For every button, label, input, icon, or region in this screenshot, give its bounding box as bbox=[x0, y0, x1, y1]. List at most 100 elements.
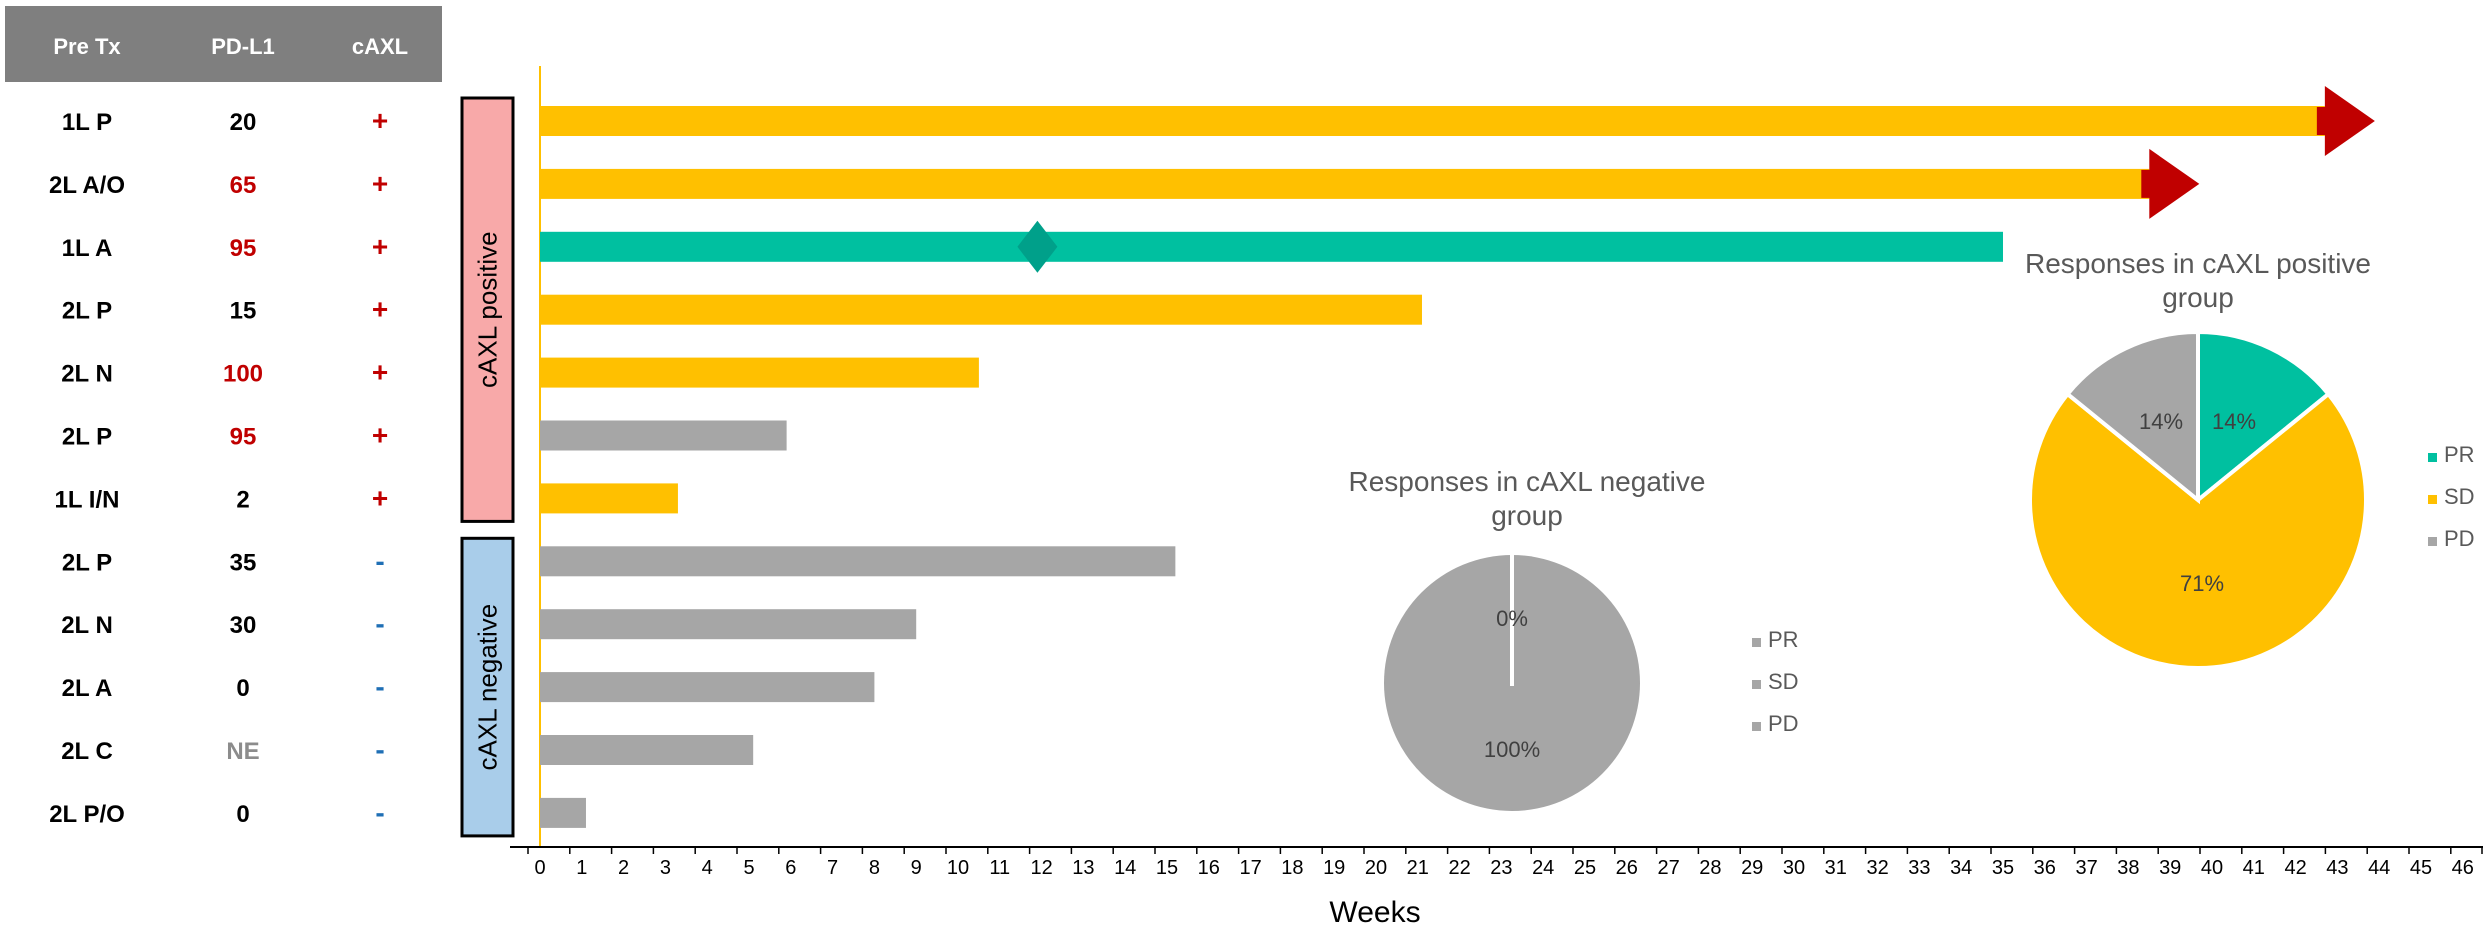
header-pre-tx: Pre Tx bbox=[53, 34, 121, 59]
bar-pr bbox=[540, 231, 2003, 262]
cell-caxl: + bbox=[372, 105, 388, 136]
x-tick-label: 29 bbox=[1741, 857, 1763, 879]
cell-pre-tx: 2L A bbox=[62, 675, 113, 702]
x-tick-label: 5 bbox=[743, 857, 754, 879]
cell-pre-tx: 2L N bbox=[61, 612, 113, 639]
bar-sd bbox=[540, 294, 1422, 325]
legend-label-pr: PR bbox=[2444, 442, 2475, 467]
bar-sd bbox=[540, 168, 2150, 199]
x-tick-label: 27 bbox=[1657, 857, 1679, 879]
x-tick-label: 14 bbox=[1114, 857, 1136, 879]
group-label: cAXL positive bbox=[473, 231, 503, 388]
cell-caxl: - bbox=[375, 797, 384, 828]
bar-pd bbox=[540, 735, 754, 765]
cell-pd-l1: 95 bbox=[230, 424, 257, 451]
pie-title: group bbox=[2162, 282, 2234, 313]
cell-pd-l1: 35 bbox=[230, 549, 257, 576]
group-label: cAXL negative bbox=[473, 604, 503, 771]
legend-swatch-pd bbox=[1752, 722, 1761, 731]
pie-slice-pd bbox=[2064, 329, 2200, 505]
x-tick-label: 31 bbox=[1825, 857, 1847, 879]
cell-pd-l1: 100 bbox=[223, 361, 263, 388]
x-tick-label: 16 bbox=[1198, 857, 1220, 879]
pie-data-label-pd: 14% bbox=[2139, 409, 2183, 434]
bar-pd bbox=[540, 797, 586, 828]
legend-label-pd: PD bbox=[1768, 711, 1799, 736]
x-tick-label: 38 bbox=[2117, 857, 2139, 879]
response-marker-diamond bbox=[1017, 220, 1058, 273]
x-tick-label: 22 bbox=[1448, 857, 1470, 879]
x-tick-label: 46 bbox=[2452, 857, 2474, 879]
cell-caxl: - bbox=[375, 671, 384, 702]
group-labels: cAXL positive cAXL negative bbox=[460, 96, 515, 838]
cell-pre-tx: 1L P bbox=[62, 109, 112, 136]
cell-caxl: + bbox=[372, 231, 388, 262]
legend-swatch-pd bbox=[2428, 537, 2437, 546]
x-tick-label: 39 bbox=[2159, 857, 2181, 879]
header-pd-l1: PD-L1 bbox=[211, 34, 275, 59]
x-tick-label: 41 bbox=[2243, 857, 2265, 879]
x-tick-label: 42 bbox=[2284, 857, 2306, 879]
cell-pd-l1: 65 bbox=[230, 172, 257, 199]
x-tick-label: 18 bbox=[1281, 857, 1303, 879]
x-tick-label: 1 bbox=[576, 857, 587, 879]
cell-pre-tx: 2L A/O bbox=[49, 172, 125, 199]
cell-caxl: + bbox=[372, 294, 388, 325]
x-tick-label: 33 bbox=[1908, 857, 1930, 879]
x-tick-label: 0 bbox=[534, 857, 545, 879]
bar-sd bbox=[540, 483, 678, 514]
legend-swatch-pr bbox=[1752, 638, 1761, 647]
x-tick-label: 13 bbox=[1072, 857, 1094, 879]
pie-data-label-sd: 71% bbox=[2180, 571, 2224, 596]
x-axis: 0 1 2 3 4 5 6 7 8 9 10 11 12 13 14 15 16 17 18 19 20 21 22 23 24… bbox=[510, 846, 2483, 929]
cell-pre-tx: 2L P bbox=[62, 424, 112, 451]
cell-pre-tx: 2L P bbox=[62, 549, 112, 576]
x-tick-label: 2 bbox=[618, 857, 629, 879]
pie-data-label-pr: 14% bbox=[2212, 409, 2256, 434]
bar-pd bbox=[540, 420, 787, 451]
x-tick-label: 44 bbox=[2368, 857, 2390, 879]
x-tick-label: 19 bbox=[1323, 857, 1345, 879]
legend-swatch-sd bbox=[1752, 680, 1761, 689]
pie-slice-pr bbox=[2196, 329, 2332, 505]
cell-pd-l1: NE bbox=[226, 738, 259, 765]
cell-pre-tx: 2L N bbox=[61, 361, 113, 388]
pie-data-label-pr: 0% bbox=[1496, 606, 1528, 631]
cell-caxl: + bbox=[372, 420, 388, 451]
pie-slice-sd bbox=[2028, 391, 2368, 670]
x-tick-label: 24 bbox=[1532, 857, 1554, 879]
x-tick-label: 8 bbox=[869, 857, 880, 879]
x-tick-label: 7 bbox=[827, 857, 838, 879]
group-box-positive bbox=[460, 96, 515, 523]
group-box-negative bbox=[460, 536, 515, 838]
legend-swatch-sd bbox=[2428, 495, 2437, 504]
cell-pre-tx: 2L C bbox=[61, 738, 113, 765]
cell-caxl: - bbox=[375, 608, 384, 639]
cell-pd-l1: 2 bbox=[236, 486, 249, 513]
bar-pd bbox=[540, 672, 875, 703]
cell-pre-tx: 1L A bbox=[62, 235, 113, 262]
legend-label-pr: PR bbox=[1768, 627, 1799, 652]
cell-pd-l1: 20 bbox=[230, 109, 257, 136]
legend-label-pd: PD bbox=[2444, 526, 2475, 551]
bar-pd bbox=[540, 609, 917, 640]
x-tick-label: 21 bbox=[1407, 857, 1429, 879]
x-tick-label: 17 bbox=[1239, 857, 1261, 879]
cell-pd-l1: 0 bbox=[236, 801, 249, 828]
legend-swatch-pr bbox=[2428, 453, 2437, 462]
pie-data-label-pd: 100% bbox=[1484, 737, 1540, 762]
x-tick-label: 10 bbox=[947, 857, 969, 879]
cell-caxl: - bbox=[375, 545, 384, 576]
x-tick-label: 12 bbox=[1030, 857, 1052, 879]
x-tick-label: 30 bbox=[1783, 857, 1805, 879]
x-tick-label: 34 bbox=[1950, 857, 1972, 879]
x-tick-label: 4 bbox=[702, 857, 713, 879]
x-tick-label: 9 bbox=[911, 857, 922, 879]
x-tick-label: 28 bbox=[1699, 857, 1721, 879]
cell-pre-tx: 1L I/N bbox=[55, 486, 120, 513]
x-tick-label: 40 bbox=[2201, 857, 2223, 879]
